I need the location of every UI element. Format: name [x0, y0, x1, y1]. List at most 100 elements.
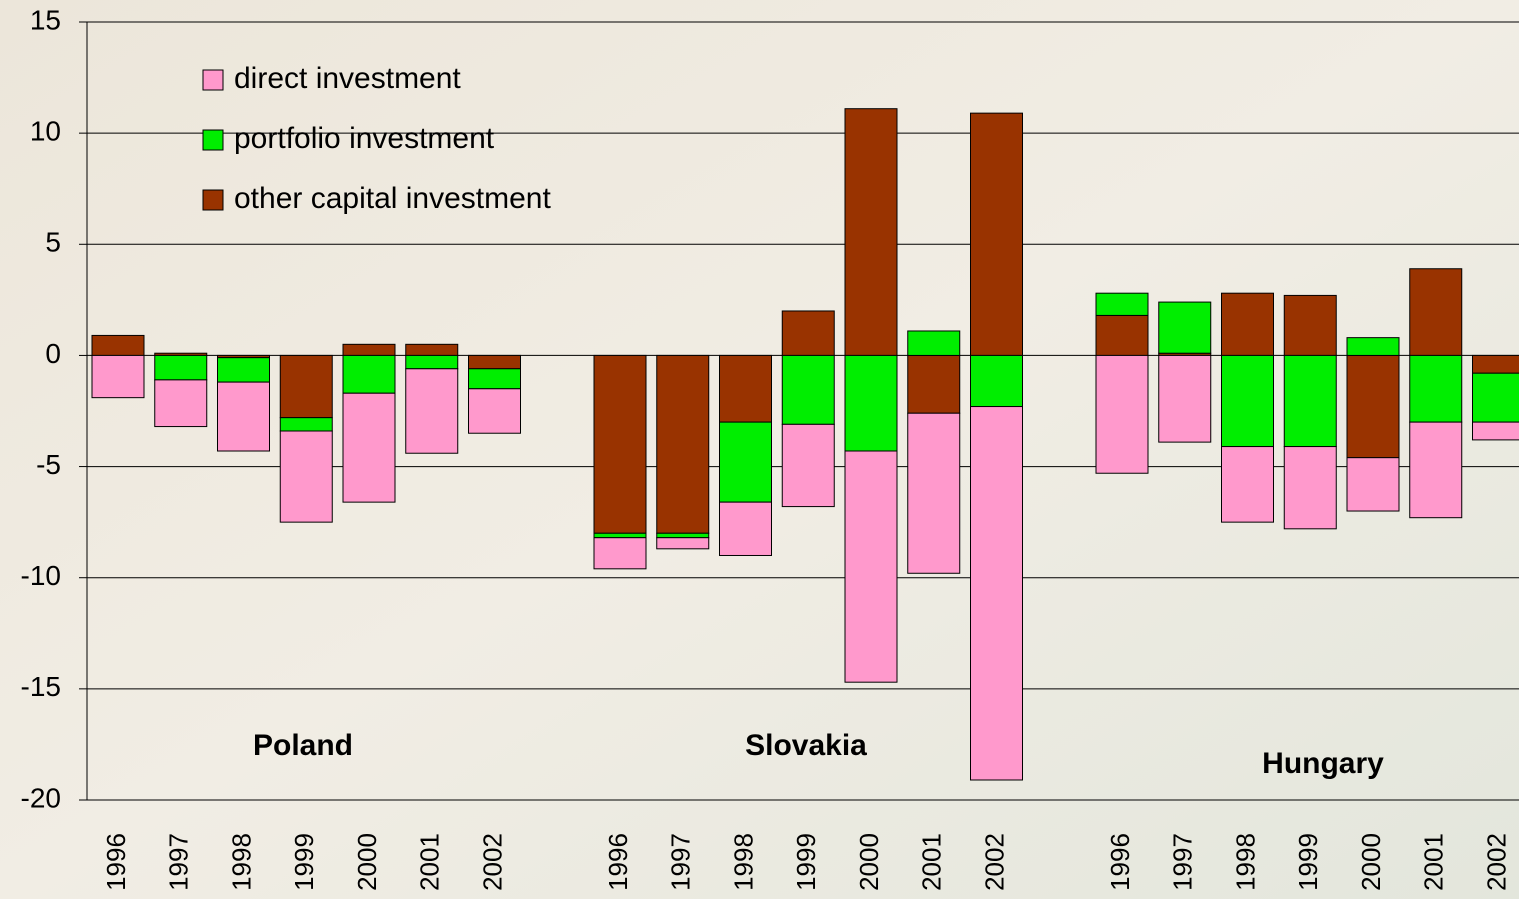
- bar-segment: [907, 354, 961, 414]
- bar-segment: [719, 501, 772, 556]
- bar-segment: [907, 412, 961, 574]
- group-label: Slovakia: [745, 729, 867, 762]
- y-tick-label: -5: [36, 449, 61, 480]
- bar-segment: [279, 417, 333, 432]
- y-tick-label: 0: [45, 338, 61, 369]
- bar-segment: [1158, 301, 1212, 354]
- legend-label: direct investment: [234, 62, 461, 95]
- bar-segment: [844, 450, 898, 683]
- bar-segment: [781, 310, 835, 356]
- bar-segment: [781, 423, 835, 508]
- bar-segment: [844, 108, 898, 356]
- bar-segment: [907, 330, 961, 356]
- x-tick-label: 1999: [791, 833, 821, 891]
- x-tick-label: 2002: [477, 833, 507, 891]
- bar-segment: [342, 354, 396, 394]
- bar-segment: [1095, 354, 1149, 474]
- y-tick-label: 5: [45, 227, 61, 258]
- y-tick-label: 10: [30, 116, 61, 147]
- x-tick-label: 1998: [728, 833, 758, 891]
- bar-segment: [719, 354, 772, 423]
- bar-segment: [844, 354, 898, 452]
- bar-segment: [1095, 314, 1149, 356]
- y-tick-label: -20: [21, 782, 61, 813]
- x-tick-label: 2001: [1419, 833, 1449, 891]
- x-tick-label: 1996: [1105, 833, 1135, 891]
- legend-swatch: [202, 129, 224, 151]
- legend-label: other capital investment: [234, 182, 551, 215]
- bar-segment: [342, 343, 396, 356]
- legend-label: portfolio investment: [234, 122, 495, 155]
- bar-segment: [593, 354, 647, 534]
- bar-segment: [1346, 337, 1400, 356]
- bar-segment: [154, 354, 208, 381]
- bar-segment: [342, 392, 396, 503]
- legend-swatch: [202, 69, 224, 91]
- x-tick-label: 2000: [854, 833, 884, 891]
- bar-segment: [405, 343, 459, 356]
- bar-segment: [1283, 446, 1337, 530]
- bar-segment: [91, 334, 145, 356]
- bar-segment: [1221, 292, 1274, 356]
- bar-segment: [781, 354, 835, 425]
- bar-segment: [1409, 354, 1463, 423]
- x-tick-label: 1999: [1293, 833, 1323, 891]
- bar-segment: [970, 406, 1023, 781]
- labels: -20 -15 -10 -5 0 5 10 15 Poland 1996 1997 1998 1999 2…: [21, 4, 1512, 891]
- bar-segment: [1409, 268, 1463, 356]
- bars: [91, 108, 1519, 781]
- bar-segment: [468, 368, 521, 390]
- bar-segment: [970, 112, 1023, 356]
- x-tick-label: 2002: [1481, 833, 1511, 891]
- bar-segment: [1472, 354, 1519, 374]
- y-tick-label: 15: [30, 4, 61, 35]
- bar-segment: [91, 354, 145, 399]
- group-label: Poland: [253, 729, 353, 762]
- x-tick-label: 1998: [1230, 833, 1260, 891]
- bar-segment: [279, 430, 333, 523]
- x-tick-label: 1997: [1168, 833, 1198, 891]
- bar-segment: [217, 381, 270, 452]
- bar-segment: [1283, 294, 1337, 356]
- bar-segment: [593, 532, 647, 539]
- bar-segment: [154, 379, 208, 428]
- bar-segment: [593, 537, 647, 570]
- x-tick-label: 1997: [666, 833, 696, 891]
- x-tick-label: 1999: [289, 833, 319, 891]
- bar-segment: [468, 354, 521, 370]
- bar-segment: [656, 532, 710, 539]
- bar-segment: [405, 354, 459, 370]
- bar-segment: [1095, 292, 1149, 316]
- y-tick-label: -15: [21, 671, 61, 702]
- bar-segment: [1346, 457, 1400, 512]
- bar-segment: [1346, 354, 1400, 459]
- bar-segment: [217, 357, 270, 383]
- x-tick-label: 2000: [352, 833, 382, 891]
- group-label: Hungary: [1262, 747, 1384, 780]
- x-tick-label: 2000: [1356, 833, 1386, 891]
- bar-segment: [656, 537, 710, 550]
- bar-segment: [1221, 354, 1274, 448]
- bar-segment: [405, 368, 459, 454]
- bar-segment: [279, 354, 333, 419]
- bar-segment: [1158, 354, 1212, 443]
- bar-segment: [1409, 421, 1463, 519]
- x-tick-label: 1997: [164, 833, 194, 891]
- bar-segment: [1283, 354, 1337, 448]
- bar-segment: [719, 421, 772, 503]
- x-tick-label: 1996: [603, 833, 633, 891]
- y-tick-label: -10: [21, 560, 61, 591]
- bar-segment: [1472, 421, 1519, 441]
- x-tick-label: 1998: [226, 833, 256, 891]
- x-tick-label: 2002: [979, 833, 1009, 891]
- x-tick-label: 1996: [101, 833, 131, 891]
- legend-swatch: [202, 189, 224, 211]
- bar-segment: [468, 388, 521, 434]
- bar-segment: [656, 354, 710, 534]
- x-tick-label: 2001: [917, 833, 947, 891]
- bar-segment: [970, 354, 1023, 408]
- bar-segment: [1472, 372, 1519, 423]
- x-tick-label: 2001: [415, 833, 445, 891]
